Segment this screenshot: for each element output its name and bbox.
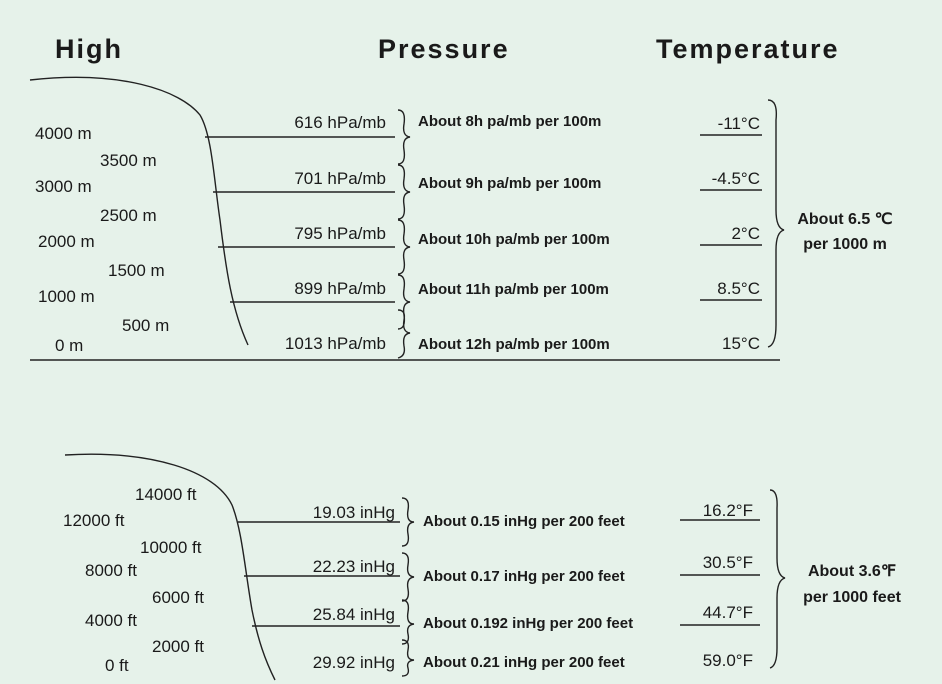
altitude: 4000 m [35,124,92,143]
temperature: 16.2°F [703,501,753,520]
header-pressure: Pressure [378,34,510,64]
rate: About 9h pa/mb per 100m [418,175,601,192]
temperature: 30.5°F [703,553,753,572]
mid-altitude: 2000 ft [152,637,204,656]
rate: About 0.192 inHg per 200 feet [423,615,633,632]
mid-altitude: 6000 ft [152,588,204,607]
mid-altitude: 10000 ft [140,538,202,557]
rate: About 10h pa/mb per 100m [418,231,610,248]
lapse-rate: per 1000 m [803,236,887,253]
diagram: High Pressure Temperature 4000 m 3000 m … [0,0,942,684]
altitude: 0 ft [105,656,129,675]
rate: About 0.21 inHg per 200 feet [423,654,625,671]
altitude: 4000 ft [85,611,137,630]
temperature: -4.5°C [712,169,760,188]
rate: About 12h pa/mb per 100m [418,336,610,353]
temperature: 59.0°F [703,651,753,670]
pressure: 701 hPa/mb [294,169,386,188]
altitude: 2000 m [38,232,95,251]
pressure: 22.23 inHg [313,557,395,576]
pressure: 25.84 inHg [313,605,395,624]
lapse-rate: About 6.5 ℃ [797,211,892,228]
altitude: 3000 m [35,177,92,196]
header-high: High [55,34,123,64]
mid-altitude: 2500 m [100,206,157,225]
pressure: 616 hPa/mb [294,113,386,132]
mid-altitude: 14000 ft [135,485,197,504]
temperature: -11°C [718,114,760,133]
altitude: 8000 ft [85,561,137,580]
pressure: 1013 hPa/mb [285,334,386,353]
altitude: 0 m [55,336,83,355]
temperature: 15°C [722,334,760,353]
pressure: 795 hPa/mb [294,224,386,243]
mid-altitude: 1500 m [108,261,165,280]
rate: About 0.17 inHg per 200 feet [423,568,625,585]
rate: About 8h pa/mb per 100m [418,113,601,130]
temperature: 44.7°F [703,603,753,622]
altitude: 1000 m [38,287,95,306]
rate: About 0.15 inHg per 200 feet [423,513,625,530]
mid-altitude: 3500 m [100,151,157,170]
rate: About 11h pa/mb per 100m [418,281,609,298]
temperature: 8.5°C [717,279,760,298]
header-temperature: Temperature [656,34,840,64]
pressure: 899 hPa/mb [294,279,386,298]
pressure: 19.03 inHg [313,503,395,522]
temperature: 2°C [731,224,760,243]
lapse-rate: per 1000 feet [803,589,902,606]
lapse-rate: About 3.6℉ [808,563,896,580]
mid-altitude: 500 m [122,316,169,335]
altitude: 12000 ft [63,511,125,530]
pressure: 29.92 inHg [313,653,395,672]
